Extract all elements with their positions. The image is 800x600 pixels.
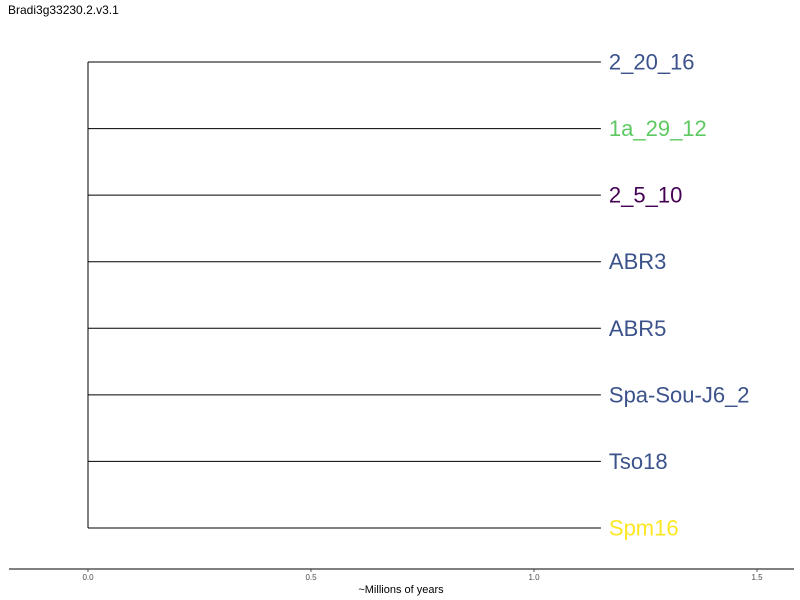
leaf-label-2: 2_5_10 [609,183,682,208]
leaf-label-7: Spm16 [609,516,679,541]
leaf-label-0: 2_20_16 [609,50,695,75]
x-axis-ticks: 0.0 0.5 1.0 1.5 [82,569,763,582]
leaf-label-1: 1a_29_12 [609,116,707,141]
x-tick-label-3: 1.5 [751,573,763,582]
branches-group [87,61,601,529]
x-axis-title: ~Millions of years [358,584,444,596]
x-tick-label-1: 0.5 [305,573,317,582]
leaf-labels-group: 2_20_16 1a_29_12 2_5_10 ABR3 ABR5 Spa-Sou-J6_… [609,50,750,541]
leaf-label-3: ABR3 [609,249,666,274]
leaf-label-6: Tso18 [609,449,668,474]
x-tick-label-2: 1.0 [528,573,540,582]
x-tick-label-0: 0.0 [82,573,94,582]
leaf-label-4: ABR5 [609,316,666,341]
leaf-label-5: Spa-Sou-J6_2 [609,382,750,407]
page-title: Bradi3g33230.2.v3.1 [8,3,119,17]
